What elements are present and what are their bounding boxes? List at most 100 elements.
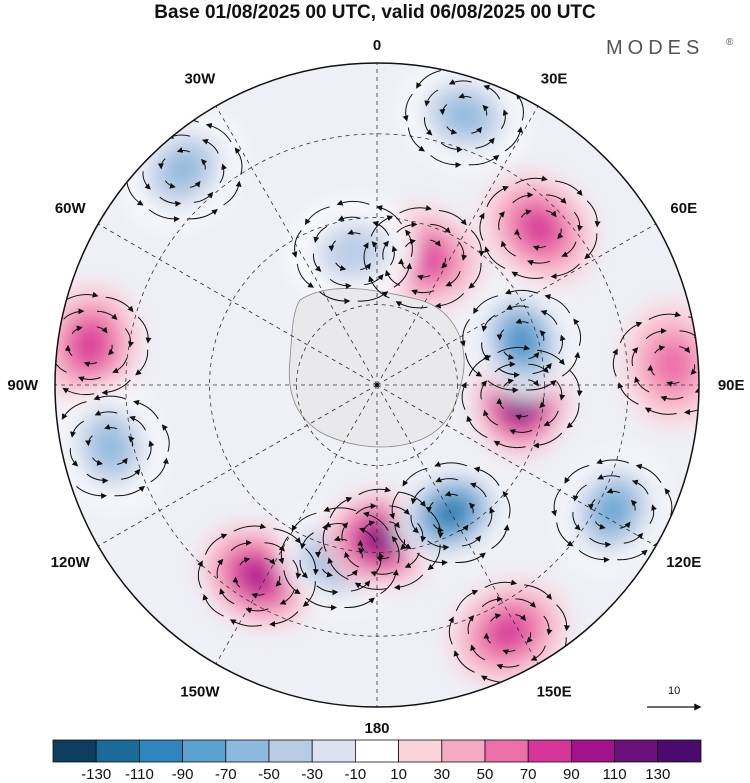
wind-vector — [94, 410, 118, 416]
figure-title: Base 01/08/2025 00 UTC, valid 06/08/2025… — [154, 2, 596, 23]
wind-vector — [360, 263, 371, 271]
wind-vector — [619, 521, 631, 529]
wind-vector — [362, 511, 389, 531]
wind-vector — [512, 192, 534, 204]
wind-vector — [473, 466, 500, 486]
colorbar-swatch — [52, 739, 97, 763]
wind-vector — [557, 228, 564, 240]
wind-vector — [398, 491, 426, 508]
wind-vector — [532, 245, 547, 251]
wind-vector — [316, 585, 339, 596]
longitude-label: 120E — [666, 554, 701, 571]
wind-vector — [515, 175, 548, 184]
wind-vector — [229, 619, 262, 627]
wind-vector — [483, 409, 499, 426]
wind-vector — [540, 310, 558, 325]
wind-vector — [329, 496, 353, 519]
wind-vector — [497, 367, 520, 378]
wind-vector — [364, 520, 376, 529]
wind-vector — [355, 503, 377, 515]
anomaly-contour — [651, 338, 694, 391]
wind-vector — [296, 263, 315, 288]
wind-vector — [578, 550, 610, 563]
wind-vector — [394, 525, 412, 550]
wind-vector — [446, 126, 458, 135]
wind-vector — [372, 221, 390, 236]
meridian — [97, 223, 378, 386]
wind-vector — [264, 557, 276, 565]
wind-vector — [328, 240, 337, 252]
wind-vector — [201, 138, 219, 154]
wind-vector — [176, 147, 191, 153]
wind-vector — [187, 208, 218, 220]
wind-vector — [291, 229, 302, 258]
wind-vector — [197, 560, 203, 589]
wind-vector — [654, 345, 666, 354]
wind-vector — [528, 379, 539, 387]
wind-vector — [216, 558, 224, 578]
wind-vector — [430, 155, 462, 168]
wind-vector — [398, 258, 406, 270]
longitude-label: 180 — [364, 720, 389, 737]
colorbar-swatch — [614, 739, 659, 763]
wind-vector — [448, 79, 472, 85]
wind-vector — [694, 377, 699, 393]
wind-vector — [500, 240, 517, 257]
colorbar-swatch — [354, 739, 399, 763]
colorbar-tick-label: -30 — [301, 766, 323, 783]
wind-vector — [283, 570, 301, 595]
wind-vector — [587, 499, 596, 511]
wind-vector — [148, 209, 180, 223]
wind-vector — [475, 137, 495, 149]
wind-vector — [546, 194, 567, 204]
longitude-label: 90W — [7, 377, 39, 394]
wind-vector — [515, 598, 536, 608]
wind-vector — [393, 262, 413, 288]
wind-vector — [434, 292, 465, 309]
wind-vector — [344, 597, 375, 608]
wind-vector — [597, 474, 621, 480]
wind-vector — [335, 262, 347, 271]
wind-vector — [441, 257, 448, 269]
wind-vector — [458, 92, 472, 99]
wind-vector — [465, 352, 483, 377]
colorbar-swatch — [441, 739, 486, 763]
colorbar-tick-label: 30 — [433, 766, 450, 783]
wind-vector — [416, 552, 448, 566]
anomaly-contour — [242, 562, 273, 590]
wind-vector — [469, 482, 487, 498]
wind-vector — [440, 142, 463, 153]
wind-vector — [359, 527, 376, 543]
south-pole — [375, 383, 379, 387]
wind-vector — [448, 616, 454, 645]
colorbar: -130 -110 -90 -70 -50 -30 -10 10 30 50 70 90 110 130 — [52, 739, 702, 783]
anomaly-contour — [327, 230, 380, 273]
wind-vector — [299, 559, 308, 579]
wind-vector — [482, 104, 489, 116]
wind-vector — [346, 569, 358, 577]
longitude-label: 30W — [184, 70, 216, 87]
wind-vector — [573, 211, 584, 232]
wind-vector — [327, 557, 349, 580]
wind-vector — [400, 539, 407, 551]
wind-vector — [487, 380, 519, 394]
wind-vector — [411, 289, 435, 296]
wind-vector — [273, 528, 301, 544]
wind-vector — [314, 546, 323, 558]
wind-vector — [150, 457, 169, 483]
wind-vector — [644, 407, 677, 415]
wind-vector — [502, 490, 511, 519]
longitude-label: 30E — [541, 70, 568, 87]
wind-vector — [532, 432, 563, 449]
wind-vector — [467, 615, 475, 635]
wind-vector — [596, 458, 629, 465]
reference-vector-label: 10 — [668, 685, 680, 697]
wind-vector — [543, 410, 559, 427]
longitude-label: 120W — [51, 554, 91, 571]
wind-vector — [234, 147, 243, 175]
wind-vector — [424, 89, 439, 107]
longitude-labels: 0 30E 60E 90E 120E 150E 180 150W 120W 90W 60W 30W — [7, 37, 744, 737]
anomaly-center — [290, 200, 417, 304]
wind-vector — [527, 259, 551, 266]
anomaly-center — [404, 64, 525, 167]
